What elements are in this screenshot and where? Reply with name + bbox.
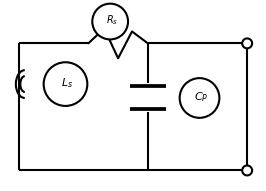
Text: $C_P$: $C_P$ xyxy=(194,90,209,104)
Circle shape xyxy=(44,62,87,106)
Circle shape xyxy=(180,78,219,118)
Text: $R_s$: $R_s$ xyxy=(106,14,118,28)
Circle shape xyxy=(242,165,252,175)
Text: $L_s$: $L_s$ xyxy=(61,76,73,90)
Circle shape xyxy=(92,4,128,39)
Circle shape xyxy=(242,38,252,48)
